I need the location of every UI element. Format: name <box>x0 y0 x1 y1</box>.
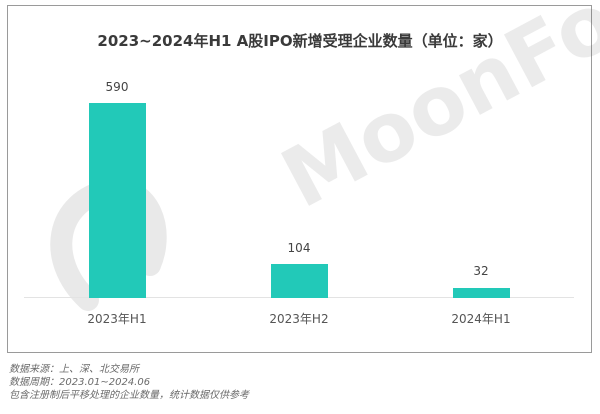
category-label-2023-h1: 2023年H1 <box>87 312 147 326</box>
note-data-source: 数据来源：上、深、北交易所 <box>9 364 139 375</box>
note-data-period: 数据周期：2023.01~2024.06 <box>9 377 151 388</box>
category-label-2023-h2: 2023年H2 <box>269 312 329 326</box>
value-label-2024-h1: 32 <box>473 264 489 278</box>
value-label-2023-h1: 590 <box>105 80 129 94</box>
bar-2023-h1 <box>89 103 146 298</box>
note-disclaimer: 包含注册制后平移处理的企业数量，统计数据仅供参考 <box>9 390 249 401</box>
bar-2024-h1 <box>453 288 510 298</box>
chart-title: 2023~2024年H1 A股IPO新增受理企业数量（单位：家） <box>97 32 503 50</box>
source-notes: 数据来源：上、深、北交易所 数据周期：2023.01~2024.06 包含注册制… <box>9 363 249 402</box>
category-label-2024-h1: 2024年H1 <box>451 312 511 326</box>
value-label-2023-h2: 104 <box>287 241 311 255</box>
bar-2023-h2 <box>271 264 328 298</box>
